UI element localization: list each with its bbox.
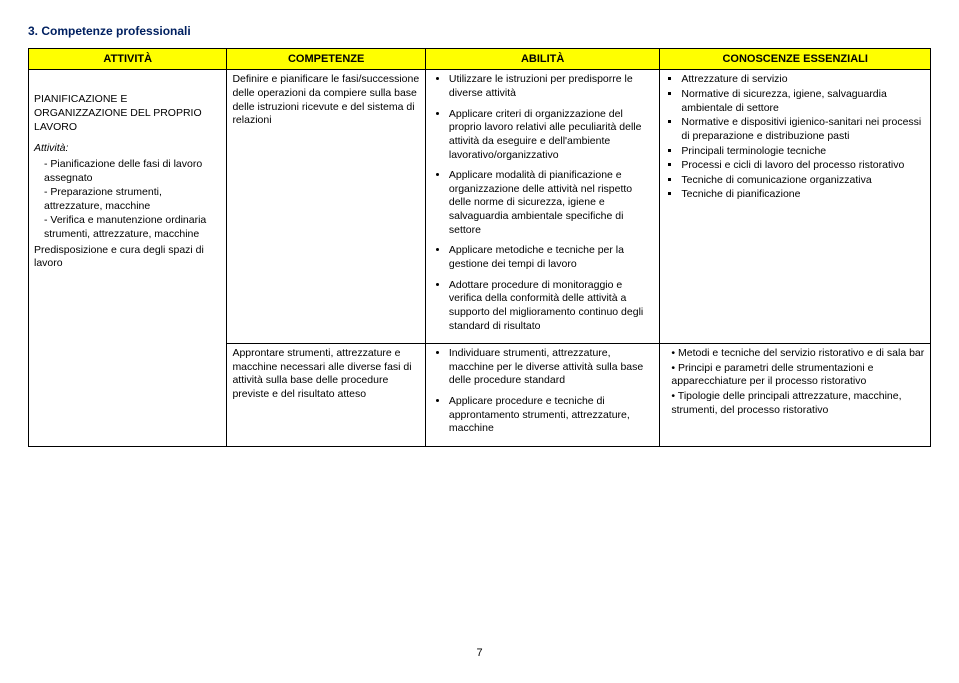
cell-conoscenze-1: Attrezzature di servizio Normative di si… (660, 70, 931, 344)
header-conoscenze: CONOSCENZE ESSENZIALI (660, 49, 931, 70)
conoscenze-item: Principi e parametri delle strumentazion… (671, 362, 925, 389)
abilita-item: Applicare modalità di pianificazione e o… (449, 169, 655, 237)
conoscenze-item: Normative e dispositivi igienico-sanitar… (681, 116, 925, 143)
attivita-label: Attività: (34, 142, 221, 156)
cell-abilita-2: Individuare strumenti, attrezzature, mac… (425, 344, 660, 447)
conoscenze-item: Tecniche di pianificazione (681, 188, 925, 202)
conoscenze-item: Metodi e tecniche del servizio ristorati… (671, 347, 925, 361)
abilita-item: Applicare procedure e tecniche di appron… (449, 395, 655, 436)
header-abilita: ABILITÀ (425, 49, 660, 70)
attivita-tail: Predisposizione e cura degli spazi di la… (34, 244, 221, 271)
cell-attivita: PIANIFICAZIONE E ORGANIZZAZIONE DEL PROP… (29, 70, 227, 447)
conoscenze-item: Attrezzature di servizio (681, 73, 925, 87)
cell-competenze-1: Definire e pianificare le fasi/successio… (227, 70, 425, 344)
conoscenze-item: Tecniche di comunicazione organizzativa (681, 174, 925, 188)
page-number: 7 (28, 647, 931, 659)
attivita-list: Pianificazione delle fasi di lavoro asse… (34, 158, 221, 242)
attivita-item: Preparazione strumenti, attrezzature, ma… (44, 186, 221, 213)
section-title: 3. Competenze professionali (28, 24, 931, 38)
abilita-item: Adottare procedure di monitoraggio e ver… (449, 279, 655, 334)
header-attivita: ATTIVITÀ (29, 49, 227, 70)
cell-conoscenze-2: Metodi e tecniche del servizio ristorati… (660, 344, 931, 447)
abilita-item: Applicare criteri di organizzazione del … (449, 108, 655, 163)
attivita-item: Verifica e manutenzione ordinaria strume… (44, 214, 221, 241)
conoscenze-item: Normative di sicurezza, igiene, salvagua… (681, 88, 925, 115)
cell-abilita-1: Utilizzare le istruzioni per predisporre… (425, 70, 660, 344)
attivita-item: Pianificazione delle fasi di lavoro asse… (44, 158, 221, 185)
conoscenze-item: Processi e cicli di lavoro del processo … (681, 159, 925, 173)
header-competenze: COMPETENZE (227, 49, 425, 70)
abilita-item: Utilizzare le istruzioni per predisporre… (449, 73, 655, 100)
abilita-item: Individuare strumenti, attrezzature, mac… (449, 347, 655, 388)
conoscenze-item: Principali terminologie tecniche (681, 145, 925, 159)
competenze-table: ATTIVITÀ COMPETENZE ABILITÀ CONOSCENZE E… (28, 48, 931, 447)
abilita-item: Applicare metodiche e tecniche per la ge… (449, 244, 655, 271)
attivita-block-title: PIANIFICAZIONE E ORGANIZZAZIONE DEL PROP… (34, 93, 221, 134)
conoscenze-item: Tipologie delle principali attrezzature,… (671, 390, 925, 417)
cell-competenze-2: Approntare strumenti, attrezzature e mac… (227, 344, 425, 447)
